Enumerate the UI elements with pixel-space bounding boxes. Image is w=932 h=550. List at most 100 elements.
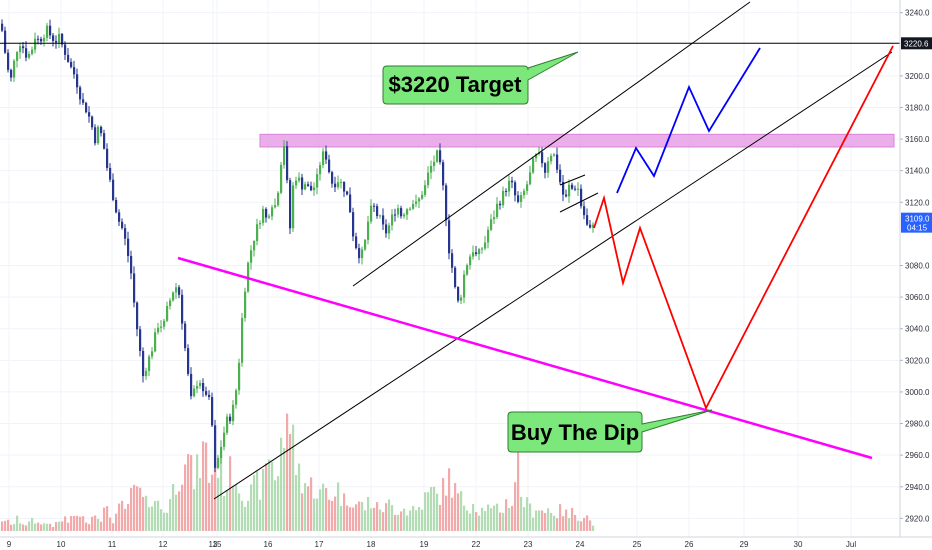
time-tick-label: 30: [794, 540, 803, 549]
volume-bar: [40, 524, 43, 531]
volume-bar: [16, 515, 19, 531]
volume-bar: [388, 499, 391, 531]
candle-body: [529, 172, 532, 185]
candle-body: [334, 183, 337, 188]
volume-bar: [208, 482, 211, 531]
candle-body: [10, 69, 13, 78]
volume-bar: [445, 495, 448, 531]
volume-bar: [154, 500, 157, 531]
candle-body: [241, 318, 244, 363]
volume-bar: [61, 521, 64, 531]
volume-bar: [406, 515, 409, 531]
candle-body: [496, 203, 499, 218]
time-tick-label: Jul: [846, 540, 856, 549]
volume-bar: [550, 512, 553, 531]
price-tick-label: 3080.0: [905, 262, 930, 271]
candle-body: [127, 238, 130, 257]
candle-body: [235, 390, 238, 405]
candle-body: [202, 382, 205, 392]
candle-body: [379, 215, 382, 217]
volume-bar: [298, 463, 301, 531]
candle-body: [349, 194, 352, 213]
candle-body: [355, 236, 358, 249]
time-tick-label: 29: [740, 540, 749, 549]
volume-bar: [82, 516, 85, 531]
projection-path-blue: [616, 47, 761, 194]
volume-bar: [508, 507, 511, 531]
candle-body: [82, 99, 85, 103]
volume-bar: [397, 514, 400, 531]
candle-body: [271, 207, 274, 217]
volume-bar: [226, 489, 229, 531]
candle-body: [505, 190, 508, 192]
volume-bar: [160, 509, 163, 531]
volume-bar: [64, 516, 67, 531]
candle-body: [343, 182, 346, 192]
volume-bar: [349, 507, 352, 531]
price-axis-bg: [900, 0, 932, 550]
volume-bar: [25, 525, 28, 531]
candle-body: [145, 370, 148, 377]
candle-body: [460, 297, 463, 301]
volume-bar: [271, 462, 274, 531]
price-tick-label: 3120.0: [905, 198, 930, 207]
candle-body: [169, 300, 172, 307]
price-tick-label: 3180.0: [905, 103, 930, 112]
candle-body: [394, 214, 397, 216]
price-tick-label: 3240.0: [905, 9, 930, 18]
volume-bar: [382, 512, 385, 531]
candle-body: [493, 217, 496, 220]
candle-body: [238, 362, 241, 391]
volume-bar: [118, 503, 121, 531]
candle-body: [556, 154, 559, 170]
volume-bar: [448, 468, 451, 531]
trendline-short-lower: [559, 192, 599, 213]
volume-bar: [451, 497, 454, 531]
volume-bar: [280, 437, 283, 531]
volume-bar: [79, 516, 82, 531]
volume-bar: [244, 506, 247, 531]
candle-body: [385, 224, 388, 234]
volume-bar: [67, 522, 70, 531]
volume-bar: [334, 496, 337, 531]
candle-body: [109, 167, 112, 180]
volume-bar: [265, 463, 268, 531]
candle-body: [19, 46, 22, 53]
volume-bar: [538, 510, 541, 531]
candle-body: [469, 256, 472, 266]
candle-body: [373, 205, 376, 207]
volume-bar: [499, 512, 502, 531]
volume-bar: [91, 516, 94, 531]
candle-body: [244, 291, 247, 319]
trendline-support: [213, 51, 893, 500]
volume-bar: [424, 492, 427, 531]
volume-bar: [22, 524, 25, 531]
candle-body: [499, 203, 502, 206]
trendline-short-upper: [559, 174, 586, 186]
volume-bar: [535, 510, 538, 531]
candle-body: [265, 208, 268, 218]
volume-bar: [232, 485, 235, 531]
candle-body: [4, 30, 7, 53]
candle-body: [58, 33, 61, 43]
candle-body: [412, 203, 415, 209]
candle-body: [457, 286, 460, 301]
price-tick-label: 2940.0: [905, 483, 930, 492]
current-price-text: 3109.0: [905, 215, 930, 224]
candle-body: [526, 184, 529, 191]
candle-body: [220, 446, 223, 459]
volume-bar: [250, 484, 253, 531]
volume-bar: [466, 510, 469, 531]
candle-body: [418, 198, 421, 202]
volume-bar: [559, 504, 562, 531]
volume-bar: [241, 500, 244, 531]
volume-bar: [403, 508, 406, 531]
candle-body: [310, 185, 313, 191]
volume-bar: [325, 488, 328, 531]
volume-bar: [43, 523, 46, 531]
volume-bar: [193, 489, 196, 531]
candle-body: [178, 287, 181, 295]
volume-bar: [145, 495, 148, 531]
candle-body: [391, 214, 394, 226]
